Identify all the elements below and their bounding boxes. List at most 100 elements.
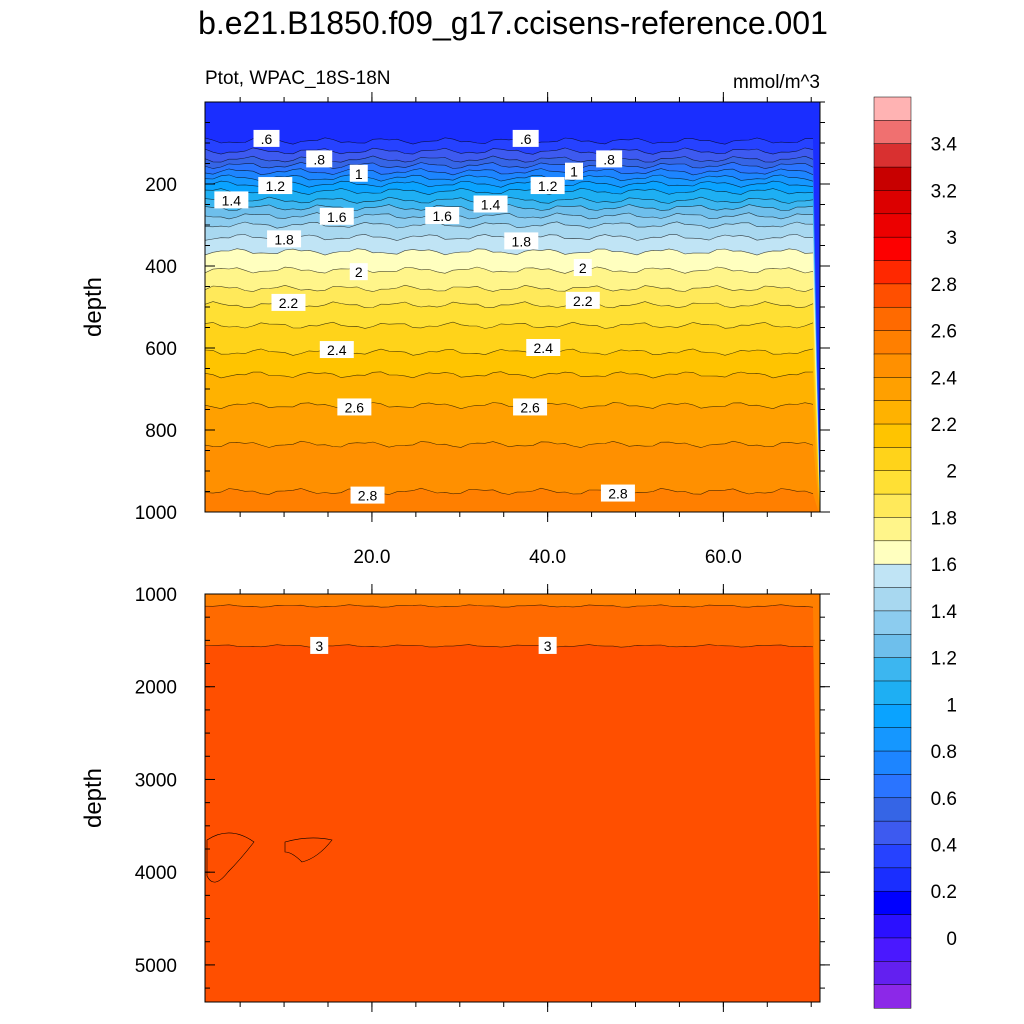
contour-label-box xyxy=(214,191,249,209)
colorbar-swatch xyxy=(873,867,912,892)
contour-label: 2.6 xyxy=(520,399,540,415)
colorbar-swatch xyxy=(873,984,912,1009)
contour-label: 2.4 xyxy=(534,340,554,356)
y-tick-label: 1000 xyxy=(135,585,177,606)
panel-frame xyxy=(204,593,821,1003)
contour-label: 2.2 xyxy=(573,293,593,309)
colorbar-swatch xyxy=(873,610,912,635)
colorbar-swatch xyxy=(873,143,912,168)
colorbar-swatch xyxy=(873,96,912,121)
contour-line xyxy=(205,174,814,182)
colorbar-swatch xyxy=(873,166,912,191)
chart-title: b.e21.B1850.f09_g17.ccisens-reference.00… xyxy=(198,5,828,41)
panel-left-label: Ptot, WPAC_18S-18N xyxy=(205,68,391,89)
colorbar-swatch xyxy=(873,283,912,308)
colorbar-swatch xyxy=(873,330,912,355)
contour-label: 1 xyxy=(355,166,363,182)
contour-label: 2.8 xyxy=(608,486,628,502)
contour-label-box xyxy=(565,291,600,309)
contour-label-box xyxy=(306,150,333,168)
colorbar-label: 2.4 xyxy=(931,368,958,389)
contour-line xyxy=(205,402,814,410)
colorbar-swatch xyxy=(873,774,912,799)
colorbar-label: 2 xyxy=(946,462,957,483)
colorbar-swatch xyxy=(873,587,912,612)
y-tick-label: 200 xyxy=(145,175,177,196)
contour-label-box xyxy=(565,162,583,180)
contour-label-box xyxy=(538,636,557,654)
colorbar-swatch xyxy=(873,634,912,659)
x-tick-label: 20.0 xyxy=(353,547,390,568)
contour-line xyxy=(205,348,814,356)
contour-label-box xyxy=(258,177,293,195)
colorbar-swatch xyxy=(873,704,912,729)
colorbar-swatch xyxy=(873,120,912,145)
colorbar-swatch xyxy=(873,563,912,589)
y-axis-title: depth xyxy=(80,768,107,828)
contour-label: 3 xyxy=(315,638,323,654)
colorbar-label: 0 xyxy=(946,929,957,950)
y-tick-label: 2000 xyxy=(135,678,177,699)
y-tick-label: 400 xyxy=(145,257,177,278)
colorbar-label: 0.6 xyxy=(931,789,957,810)
contour-label-box xyxy=(350,486,385,504)
contour-line xyxy=(205,212,814,220)
y-tick-label: 600 xyxy=(145,339,177,360)
contour-label-box xyxy=(310,636,329,654)
contour-label-box xyxy=(425,206,460,224)
contour-band xyxy=(205,644,820,1002)
y-axis-title: depth xyxy=(80,277,107,337)
colorbar-swatch xyxy=(873,680,912,705)
contour-line xyxy=(205,604,814,608)
colorbar-label: 0.8 xyxy=(931,742,957,763)
x-tick-label: 60.0 xyxy=(705,547,742,568)
contour-label-box xyxy=(513,398,548,416)
contour-line xyxy=(205,204,814,211)
contour-label: 1.4 xyxy=(481,197,501,213)
contour-label-box xyxy=(337,398,372,416)
colorbar-swatch xyxy=(873,657,912,682)
colorbar-swatch xyxy=(873,517,912,542)
colorbar-label: 1.6 xyxy=(931,555,957,576)
colorbar-swatch xyxy=(873,236,912,262)
contour-label: .6 xyxy=(261,131,273,147)
colorbar-swatch xyxy=(873,727,912,752)
x-axis: 20.0 40.0 60.0 xyxy=(353,547,741,568)
contour-line xyxy=(205,284,814,292)
colorbar-swatch xyxy=(873,470,912,495)
contour-line xyxy=(205,221,814,229)
contour-label-box xyxy=(253,129,280,147)
y-tick-label: 5000 xyxy=(135,956,177,977)
contour-line xyxy=(205,321,814,329)
colorbar-swatch xyxy=(873,844,912,869)
colorbar-swatch xyxy=(873,493,912,519)
contour-label-box xyxy=(504,232,539,250)
colorbar-swatch xyxy=(873,400,912,425)
contour-line xyxy=(205,180,814,188)
colorbar-swatch xyxy=(873,540,912,565)
colorbar-swatch xyxy=(873,890,912,916)
upper-panel: .6 .6 .8 .8 1 1 1.2 1.2 1.4 1.4 1.6 1.6 1.8 1.8 2 2 2.2 2… xyxy=(80,92,830,524)
contour-label: 3 xyxy=(544,638,552,654)
colorbar-label: 2.6 xyxy=(931,322,957,343)
colorbar-label: 1 xyxy=(946,695,957,716)
contour-line xyxy=(205,248,814,256)
contour-label: 2.4 xyxy=(327,342,347,358)
colorbar-swatch xyxy=(873,260,912,285)
contour-line xyxy=(205,487,814,495)
contour-label: .8 xyxy=(603,151,615,167)
contour-label: 2 xyxy=(355,264,363,280)
contour-label: 2 xyxy=(579,260,587,276)
colorbar-label: 3 xyxy=(946,228,957,249)
contour-label: 1.8 xyxy=(512,233,532,249)
contour-label: .6 xyxy=(520,131,532,147)
contour-line xyxy=(205,196,814,204)
contour-label: 1.2 xyxy=(538,178,558,194)
colorbar-label: 0.4 xyxy=(931,835,958,856)
y-tick-label: 1000 xyxy=(135,503,177,524)
colorbar-label: 1.2 xyxy=(931,649,957,670)
contour-line xyxy=(205,440,814,448)
